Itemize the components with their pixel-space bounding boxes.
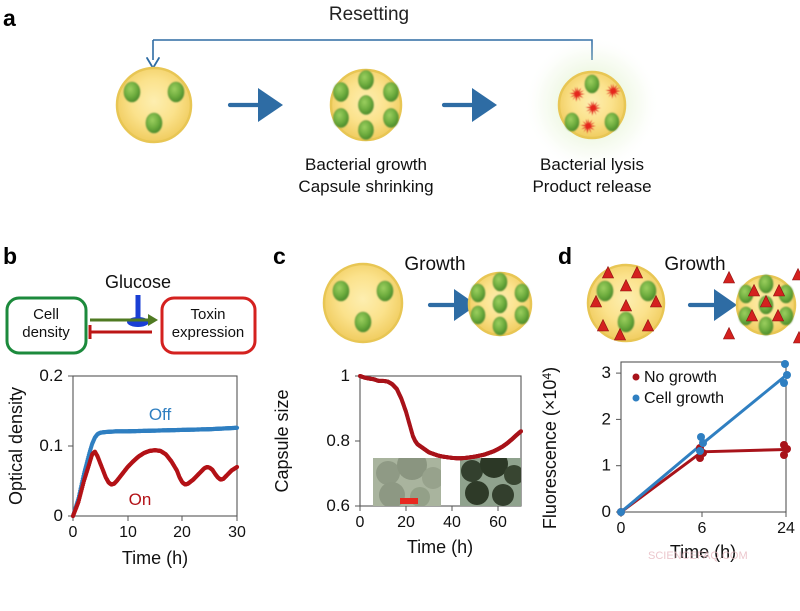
svg-text:Time (h): Time (h) <box>122 548 188 568</box>
svg-text:0.6: 0.6 <box>326 496 350 515</box>
svg-text:On: On <box>129 490 152 509</box>
svg-text:0.1: 0.1 <box>39 436 63 455</box>
svg-text:Capsule shrinking: Capsule shrinking <box>298 177 433 196</box>
svg-text:0: 0 <box>69 524 78 541</box>
svg-text:Off: Off <box>149 405 172 424</box>
svg-text:Cell: Cell <box>33 306 59 323</box>
svg-text:0: 0 <box>602 502 611 521</box>
svg-text:SCIENCEFAQ.COM: SCIENCEFAQ.COM <box>648 550 748 562</box>
svg-text:0.2: 0.2 <box>39 366 63 385</box>
svg-text:Product release: Product release <box>532 177 651 196</box>
svg-text:40: 40 <box>443 514 461 531</box>
svg-text:24: 24 <box>777 520 795 537</box>
svg-text:0.8: 0.8 <box>326 431 350 450</box>
svg-text:0: 0 <box>617 520 626 537</box>
svg-text:Growth: Growth <box>404 254 465 275</box>
svg-text:6: 6 <box>698 520 707 537</box>
svg-text:Cell growth: Cell growth <box>644 390 724 407</box>
svg-text:20: 20 <box>397 514 415 531</box>
svg-text:60: 60 <box>489 514 507 531</box>
svg-text:Optical density: Optical density <box>6 387 26 505</box>
svg-text:No growth: No growth <box>644 369 717 386</box>
svg-text:density: density <box>22 324 70 341</box>
svg-text:10: 10 <box>119 524 137 541</box>
svg-text:20: 20 <box>173 524 191 541</box>
svg-text:Resetting: Resetting <box>329 4 409 25</box>
svg-text:expression: expression <box>172 324 245 341</box>
svg-text:Toxin: Toxin <box>190 306 225 323</box>
svg-text:Time (h): Time (h) <box>407 537 473 557</box>
svg-text:Growth: Growth <box>664 254 725 275</box>
svg-text:Bacterial growth: Bacterial growth <box>305 155 427 174</box>
svg-text:30: 30 <box>228 524 246 541</box>
svg-text:2: 2 <box>602 409 611 428</box>
svg-text:Bacterial lysis: Bacterial lysis <box>540 155 644 174</box>
svg-text:1: 1 <box>602 456 611 475</box>
svg-text:Capsule size: Capsule size <box>272 389 292 492</box>
svg-text:Fluorescence (×104): Fluorescence (×104) <box>540 367 560 529</box>
svg-text:1: 1 <box>341 366 350 385</box>
svg-text:0: 0 <box>54 506 63 525</box>
svg-text:3: 3 <box>602 363 611 382</box>
svg-text:Glucose: Glucose <box>105 272 171 292</box>
svg-text:0: 0 <box>356 514 365 531</box>
